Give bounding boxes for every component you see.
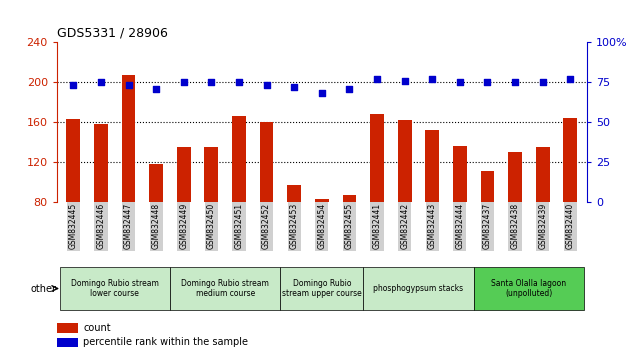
Text: other: other — [30, 284, 56, 293]
Bar — [57, 338, 78, 347]
Point — [234, 80, 244, 85]
Bar — [363, 267, 474, 310]
Point — [124, 82, 134, 88]
Text: Domingo Rubio stream
lower course: Domingo Rubio stream lower course — [71, 279, 159, 298]
Point — [262, 82, 272, 88]
Bar — [204, 147, 218, 202]
Bar — [150, 164, 163, 202]
Bar — [177, 147, 191, 202]
Bar — [398, 120, 411, 202]
Bar — [481, 171, 494, 202]
Point — [317, 91, 327, 96]
Text: count: count — [83, 323, 111, 333]
Point — [483, 80, 493, 85]
Bar — [122, 75, 136, 202]
Text: phosphogypsum stacks: phosphogypsum stacks — [374, 284, 464, 293]
Bar — [57, 324, 78, 333]
Point — [179, 80, 189, 85]
Point — [68, 82, 78, 88]
Text: Santa Olalla lagoon
(unpolluted): Santa Olalla lagoon (unpolluted) — [492, 279, 567, 298]
Bar — [370, 114, 384, 202]
Bar — [170, 267, 280, 310]
Bar — [563, 118, 577, 202]
Bar — [232, 116, 246, 202]
Bar — [508, 152, 522, 202]
Point — [538, 80, 548, 85]
Bar — [59, 267, 170, 310]
Text: percentile rank within the sample: percentile rank within the sample — [83, 337, 248, 348]
Point — [427, 76, 437, 82]
Bar — [315, 199, 329, 202]
Text: Domingo Rubio stream
medium course: Domingo Rubio stream medium course — [181, 279, 269, 298]
Point — [565, 76, 575, 82]
Bar — [425, 130, 439, 202]
Bar — [474, 267, 584, 310]
Bar — [536, 147, 550, 202]
Bar — [66, 119, 80, 202]
Point — [206, 80, 216, 85]
Point — [345, 86, 355, 92]
Point — [372, 76, 382, 82]
Bar — [94, 124, 108, 202]
Bar — [260, 122, 273, 202]
Bar — [280, 267, 363, 310]
Point — [96, 80, 106, 85]
Text: GDS5331 / 28906: GDS5331 / 28906 — [57, 27, 168, 40]
Point — [399, 78, 410, 84]
Bar — [343, 195, 357, 202]
Point — [455, 80, 465, 85]
Point — [151, 86, 162, 92]
Bar — [287, 185, 301, 202]
Point — [510, 80, 520, 85]
Point — [289, 84, 299, 90]
Bar — [453, 146, 467, 202]
Text: Domingo Rubio
stream upper course: Domingo Rubio stream upper course — [282, 279, 362, 298]
